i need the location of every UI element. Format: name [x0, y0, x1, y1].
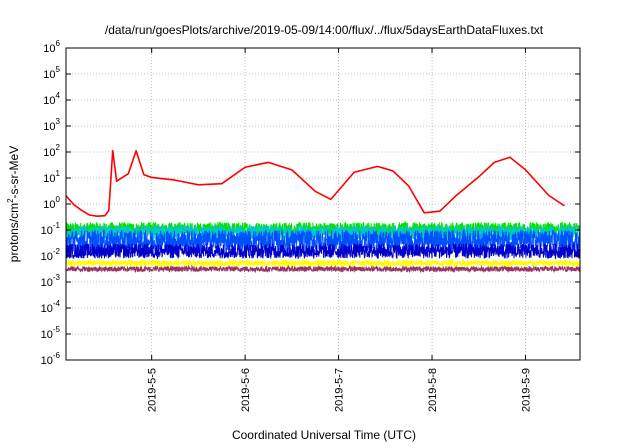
- y-tick-exponent: -3: [53, 273, 61, 282]
- y-tick-label: 10-2: [41, 247, 61, 263]
- y-tick-label: 10-5: [41, 325, 61, 341]
- y-tick-base: 10: [41, 251, 53, 263]
- y-tick-label: 105: [43, 65, 60, 81]
- series-band-4: [65, 242, 581, 260]
- y-tick-label: 104: [43, 91, 60, 107]
- y-tick-base: 10: [43, 95, 55, 107]
- x-tick-label: 2019-5-9: [520, 368, 532, 412]
- y-tick-exponent: 1: [56, 169, 61, 178]
- y-tick-base: 10: [43, 147, 55, 159]
- x-axis-ticks: 2019-5-5 2019-5-6 2019-5-7 2019-5-8 2019-5-9: [147, 48, 532, 412]
- y-tick-label: 10-6: [41, 351, 61, 367]
- y-tick-exponent: -4: [53, 299, 61, 308]
- y-tick-base: 10: [41, 303, 53, 315]
- y-tick-base: 10: [41, 329, 53, 341]
- y-axis-label-base: protons/cm: [7, 203, 21, 262]
- series-group: [65, 149, 581, 274]
- y-tick-base: 10: [43, 69, 55, 81]
- y-tick-exponent: 2: [56, 143, 61, 152]
- y-tick-base: 10: [41, 277, 53, 289]
- x-tick-label: 2019-5-6: [240, 368, 252, 412]
- y-tick-label: 106: [43, 39, 60, 55]
- y-tick-exponent: -6: [53, 351, 61, 360]
- y-axis-label: protons/cm2-s-sr-MeV: [6, 146, 21, 262]
- x-tick-label: 2019-5-7: [334, 368, 346, 412]
- y-tick-label: 10-4: [41, 299, 61, 315]
- y-tick-exponent: 5: [56, 65, 61, 74]
- y-axis-label-rest: -s-sr-MeV: [7, 146, 21, 199]
- y-tick-label: 10-1: [41, 221, 61, 237]
- y-tick-exponent: -1: [53, 221, 61, 230]
- x-tick-label: 2019-5-5: [147, 368, 159, 412]
- y-tick-base: 10: [43, 43, 55, 55]
- y-tick-exponent: 6: [56, 39, 61, 48]
- plot-frame: [65, 47, 581, 361]
- y-tick-base: 10: [41, 225, 53, 237]
- y-tick-label: 103: [43, 117, 60, 133]
- y-tick-exponent: 4: [56, 91, 61, 100]
- y-tick-exponent: 3: [56, 117, 61, 126]
- y-tick-base: 10: [43, 121, 55, 133]
- series-band-5: [65, 258, 581, 269]
- y-axis-ticks: 10-610-510-410-310-210-11001011021031041…: [41, 39, 580, 367]
- y-tick-label: 100: [43, 195, 60, 211]
- x-axis-label: Coordinated Universal Time (UTC): [232, 428, 416, 442]
- series-band-6: [65, 264, 581, 274]
- x-tick-label: 2019-5-8: [427, 368, 439, 412]
- y-tick-exponent: -5: [53, 325, 61, 334]
- y-tick-base: 10: [41, 355, 53, 367]
- y-axis-label-sup: 2: [6, 198, 15, 203]
- y-tick-label: 10-3: [41, 273, 61, 289]
- grid-lines: [66, 48, 580, 360]
- y-tick-exponent: -2: [53, 247, 61, 256]
- y-tick-base: 10: [43, 173, 55, 185]
- chart-title: /data/run/goesPlots/archive/2019-05-09/1…: [105, 23, 544, 37]
- series-line-0: [65, 149, 565, 218]
- y-tick-base: 10: [43, 199, 55, 211]
- y-tick-label: 101: [43, 169, 60, 185]
- y-tick-exponent: 0: [56, 195, 61, 204]
- y-tick-label: 102: [43, 143, 60, 159]
